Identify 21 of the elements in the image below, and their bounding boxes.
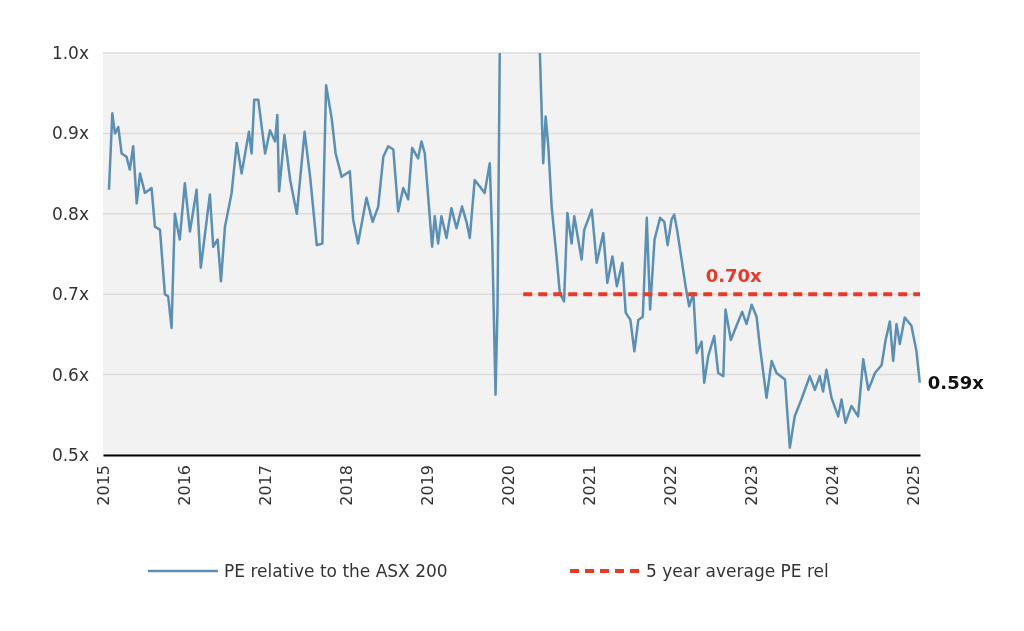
annotation: 0.59x (927, 371, 985, 393)
y-tick-label: 0.9x (51, 123, 89, 144)
x-tick-label: 2025 (904, 465, 924, 506)
y-tick-label: 0.6x (51, 364, 89, 385)
y-tick-label: 0.7x (51, 284, 89, 305)
x-tick-label: 2019 (418, 465, 438, 506)
x-tick-label: 2020 (499, 465, 519, 506)
legend-label: PE relative to the ASX 200 (224, 561, 448, 581)
x-tick-label: 2021 (580, 465, 600, 506)
y-tick-label: 0.8x (51, 203, 89, 224)
x-tick-label: 2015 (94, 465, 114, 506)
annotation: 0.70x (705, 265, 763, 287)
x-tick-label: 2022 (661, 465, 681, 506)
x-tick-label: 2024 (823, 465, 843, 506)
x-tick-label: 2016 (175, 465, 195, 506)
x-tick-label: 2018 (337, 465, 357, 506)
y-tick-label: 1.0x (51, 42, 89, 63)
legend-label: 5 year average PE rel (646, 561, 829, 581)
x-tick-label: 2017 (256, 465, 276, 506)
y-tick-label: 0.5x (51, 444, 89, 465)
x-tick-label: 2023 (742, 465, 762, 506)
